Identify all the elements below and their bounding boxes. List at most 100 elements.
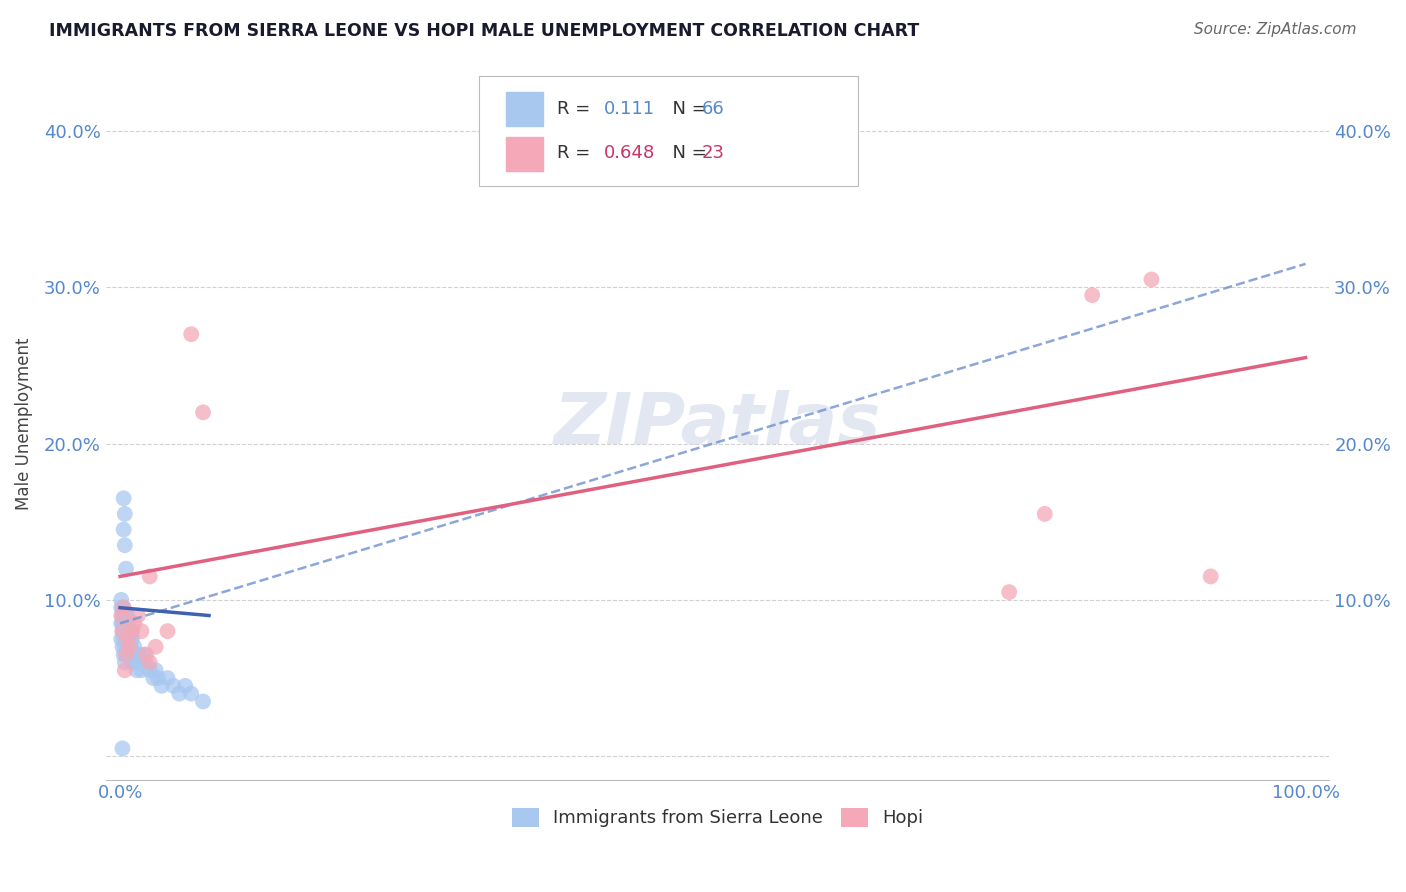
Point — [156, 671, 179, 685]
Bar — [506, 137, 543, 171]
Point — [127, 608, 149, 623]
Legend: Immigrants from Sierra Leone, Hopi: Immigrants from Sierra Leone, Hopi — [505, 801, 931, 835]
Text: R =: R = — [557, 144, 596, 161]
Point — [114, 507, 136, 521]
Point — [125, 663, 148, 677]
Point — [146, 671, 169, 685]
Point — [138, 656, 160, 670]
Point — [111, 741, 134, 756]
Text: 0.648: 0.648 — [603, 144, 655, 161]
Point — [998, 585, 1021, 599]
Point — [111, 624, 134, 639]
Text: Source: ZipAtlas.com: Source: ZipAtlas.com — [1194, 22, 1357, 37]
Point — [112, 616, 135, 631]
Point — [117, 624, 139, 639]
Point — [1140, 272, 1163, 286]
Point — [131, 624, 153, 639]
Point — [110, 616, 132, 631]
Text: ZIPatlas: ZIPatlas — [554, 390, 882, 458]
Point — [115, 632, 138, 646]
FancyBboxPatch shape — [479, 76, 858, 186]
Text: N =: N = — [661, 100, 713, 118]
Text: 23: 23 — [702, 144, 724, 161]
Point — [150, 679, 173, 693]
Point — [121, 632, 143, 646]
Point — [142, 671, 165, 685]
Point — [138, 569, 160, 583]
Point — [127, 656, 149, 670]
Point — [115, 561, 138, 575]
Point — [114, 616, 136, 631]
Point — [131, 663, 153, 677]
Point — [118, 640, 141, 654]
Point — [174, 679, 197, 693]
Point — [124, 616, 146, 631]
Point — [180, 687, 202, 701]
Point — [114, 624, 136, 639]
Y-axis label: Male Unemployment: Male Unemployment — [15, 338, 32, 510]
Point — [110, 608, 132, 623]
Point — [180, 327, 202, 342]
Point — [169, 687, 191, 701]
Text: 0.111: 0.111 — [603, 100, 655, 118]
Point — [120, 632, 142, 646]
Point — [111, 600, 134, 615]
Point — [135, 648, 157, 662]
Point — [114, 640, 136, 654]
Point — [121, 648, 143, 662]
Point — [1081, 288, 1104, 302]
Point — [129, 656, 152, 670]
Point — [1199, 569, 1222, 583]
Point — [138, 663, 160, 677]
Point — [112, 608, 135, 623]
Point — [114, 538, 136, 552]
Point — [114, 656, 136, 670]
Text: R =: R = — [557, 100, 602, 118]
Point — [112, 523, 135, 537]
Point — [115, 648, 138, 662]
Point — [145, 640, 167, 654]
Point — [118, 648, 141, 662]
Point — [111, 640, 134, 654]
Point — [191, 694, 214, 708]
Point — [115, 648, 138, 662]
Point — [121, 624, 143, 639]
Point — [115, 632, 138, 646]
Point — [132, 648, 155, 662]
Point — [111, 608, 134, 623]
Point — [115, 608, 138, 623]
Point — [112, 648, 135, 662]
Point — [115, 608, 138, 623]
Point — [112, 491, 135, 506]
Point — [118, 632, 141, 646]
Point — [124, 648, 146, 662]
Point — [117, 616, 139, 631]
Text: 66: 66 — [702, 100, 724, 118]
Point — [145, 663, 167, 677]
Point — [131, 656, 153, 670]
Point — [115, 624, 138, 639]
Point — [110, 593, 132, 607]
Bar — [506, 93, 543, 126]
Point — [115, 648, 138, 662]
Point — [115, 632, 138, 646]
Point — [124, 656, 146, 670]
Point — [112, 600, 135, 615]
Point — [191, 405, 214, 419]
Point — [110, 632, 132, 646]
Point — [135, 656, 157, 670]
Point — [112, 600, 135, 615]
Point — [120, 640, 142, 654]
Point — [122, 656, 145, 670]
Point — [112, 632, 135, 646]
Point — [117, 640, 139, 654]
Point — [118, 624, 141, 639]
Point — [156, 624, 179, 639]
Text: IMMIGRANTS FROM SIERRA LEONE VS HOPI MALE UNEMPLOYMENT CORRELATION CHART: IMMIGRANTS FROM SIERRA LEONE VS HOPI MAL… — [49, 22, 920, 40]
Point — [128, 648, 150, 662]
Point — [1033, 507, 1056, 521]
Point — [121, 624, 143, 639]
Point — [115, 616, 138, 631]
Point — [111, 624, 134, 639]
Point — [111, 616, 134, 631]
